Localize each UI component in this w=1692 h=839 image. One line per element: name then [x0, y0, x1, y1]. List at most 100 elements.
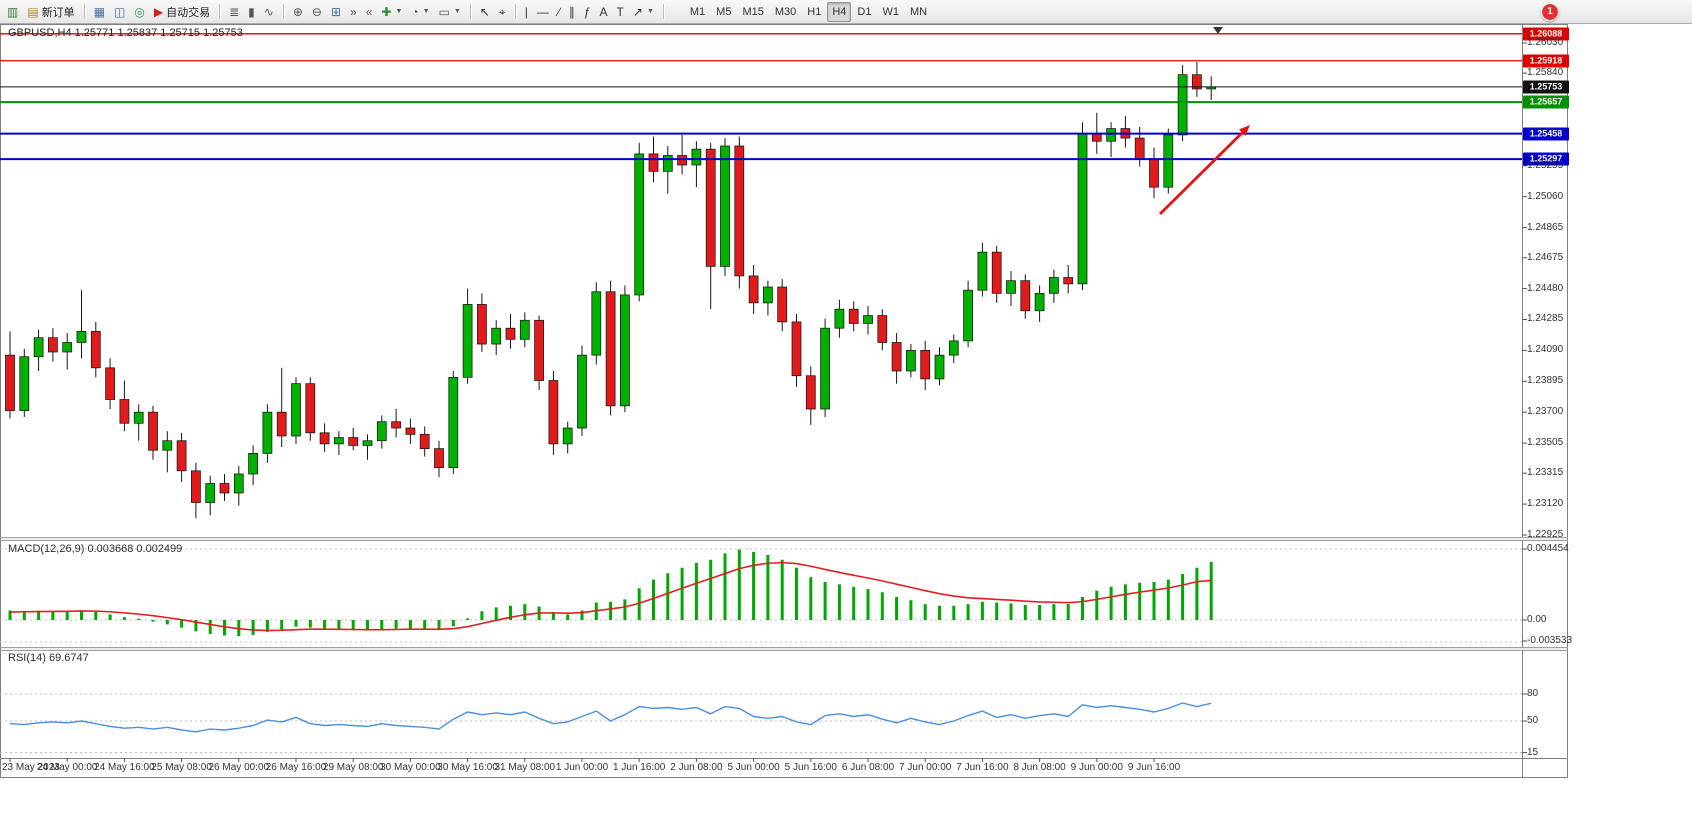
zoom-out-button[interactable]: ⊖	[308, 1, 326, 23]
time-label: 31 May 08:00	[494, 762, 556, 773]
price-tick: 1.26030	[1527, 37, 1564, 48]
fibonacci-button[interactable]: ƒ	[580, 1, 595, 23]
time-label: 2 Jun 08:00	[670, 762, 723, 773]
auto-trading-icon: ▶	[153, 4, 164, 19]
time-label: 8 Jun 08:00	[1013, 762, 1066, 773]
horizontal-line-icon: ―	[536, 4, 549, 19]
horizontal-line-button[interactable]: ―	[533, 1, 553, 23]
toolbar-separator	[219, 4, 221, 19]
auto-trading-label: 自动交易	[166, 6, 211, 19]
time-label: 1 Jun 16:00	[613, 762, 666, 773]
time-label: 30 May 16:00	[437, 762, 498, 773]
candlestick-chart-button[interactable]: ▮	[244, 1, 259, 23]
price-level-tag: 1.25918	[1523, 54, 1569, 68]
text-label-icon: T	[616, 4, 624, 19]
timeframe-m5-button[interactable]: M5	[716, 5, 732, 18]
timeframe-w1-button[interactable]: W1	[882, 5, 899, 18]
chevron-down-icon: ▼	[395, 8, 403, 15]
bar-chart-icon: ≣	[229, 4, 240, 19]
current-price-tag: 1.25753	[1523, 80, 1569, 94]
time-label: 7 Jun 16:00	[956, 762, 1009, 773]
price-tick: 1.23315	[1527, 467, 1564, 479]
new-order-icon: ▤	[27, 4, 39, 19]
price-tick: 1.23700	[1527, 406, 1564, 418]
crosshair-button[interactable]: ⌖	[495, 1, 510, 23]
price-tick: 1.24480	[1527, 282, 1564, 294]
price-tick: 1.24865	[1527, 221, 1564, 233]
toolbar-separator	[514, 4, 516, 19]
chart-shift-button[interactable]: «	[362, 1, 377, 23]
text-label-button[interactable]: T	[613, 1, 628, 23]
rsi-tick: 50	[1527, 715, 1539, 726]
time-label: 5 Jun 16:00	[784, 762, 837, 773]
periods-button[interactable]: ◔ ▼	[407, 1, 433, 23]
arrows-button[interactable]: ↗ ▼	[629, 1, 658, 23]
data-window-icon: ◫	[114, 4, 126, 19]
macd-tick: 0.004454	[1527, 543, 1569, 554]
macd-tick: 0.00	[1527, 614, 1547, 625]
rsi-tick: 15	[1527, 746, 1539, 758]
market-watch-icon: ▦	[93, 4, 106, 19]
chevron-down-icon: ▼	[422, 8, 430, 15]
market-watch-button[interactable]: ▦	[90, 1, 109, 23]
macd-tick: -0.003533	[1527, 635, 1573, 646]
tile-windows-button[interactable]: ⊞	[327, 1, 345, 23]
new-order-button[interactable]: ▤ 新订单	[23, 1, 78, 23]
price-tick: 1.24675	[1527, 251, 1564, 263]
new-chart-icon: ▥	[7, 4, 19, 19]
indicators-button[interactable]: ✚ ▼	[377, 1, 406, 23]
price-tick: 1.23895	[1527, 375, 1564, 387]
zoom-out-icon: ⊖	[311, 4, 322, 19]
price-tick: 1.22925	[1527, 528, 1564, 540]
toolbar-separator	[83, 4, 85, 19]
cursor-button[interactable]: ↖	[476, 1, 494, 23]
chart-shift-icon: «	[365, 4, 373, 19]
auto-trading-button[interactable]: ▶ 自动交易	[150, 1, 214, 23]
timeframe-m30-button[interactable]: M30	[774, 5, 797, 18]
chevron-down-icon: ▼	[453, 8, 461, 15]
vertical-line-icon: |	[524, 4, 528, 19]
timeframe-mn-button[interactable]: MN	[909, 5, 928, 18]
vertical-line-button[interactable]: |	[521, 1, 532, 23]
auto-scroll-icon: »	[350, 4, 357, 19]
zoom-in-button[interactable]: ⊕	[289, 1, 307, 23]
price-tick: 1.25255	[1527, 159, 1564, 171]
new-chart-button[interactable]: ▥	[3, 1, 22, 23]
line-chart-button[interactable]: ∿	[260, 1, 278, 23]
timeframe-h4-button[interactable]: H4	[827, 1, 852, 22]
time-label: 24 May 16:00	[94, 762, 155, 773]
timeframe-m15-button[interactable]: M15	[742, 5, 764, 18]
time-label: 7 Jun 00:00	[899, 762, 952, 773]
equidistant-channel-button[interactable]: ∥	[565, 1, 579, 23]
new-order-label: 新订单	[41, 6, 75, 19]
arrows-icon: ↗	[632, 4, 643, 19]
timeframe-d1-button[interactable]: D1	[857, 5, 872, 18]
timeframe-m1-button[interactable]: M1	[689, 5, 706, 18]
time-label: 26 May 00:00	[208, 762, 270, 773]
crosshair-icon: ⌖	[498, 4, 506, 19]
time-label: 9 Jun 00:00	[1070, 762, 1123, 773]
data-window-button[interactable]: ◫	[110, 1, 129, 23]
timeframe-group: M1 M5 M15 M30 H1 H4 D1 W1 MN	[685, 1, 932, 22]
navigator-button[interactable]: ◎	[130, 1, 148, 23]
notification-badge[interactable]: 1	[1541, 3, 1559, 21]
price-level-tag: 1.25458	[1523, 127, 1569, 141]
text-button[interactable]: A	[596, 1, 612, 23]
bar-chart-button[interactable]: ≣	[225, 1, 243, 23]
price-level-tag: 1.25657	[1523, 95, 1569, 109]
price-tick: 1.23505	[1527, 437, 1564, 449]
text-icon: A	[599, 4, 608, 19]
time-label: 5 Jun 00:00	[727, 762, 780, 773]
auto-scroll-button[interactable]: »	[346, 1, 361, 23]
price-level-tag: 1.26088	[1523, 27, 1569, 41]
trendline-button[interactable]: ∕	[554, 1, 564, 23]
templates-button[interactable]: ▭ ▼	[435, 1, 465, 23]
time-label: 29 May 08:00	[322, 762, 384, 773]
timeframe-h1-button[interactable]: H1	[807, 5, 822, 18]
navigator-icon: ◎	[134, 4, 145, 19]
time-label: 26 May 16:00	[265, 762, 327, 773]
time-label: 1 Jun 00:00	[555, 762, 609, 773]
rsi-title: RSI(14) 69.6747	[8, 652, 89, 664]
toolbar-separator	[282, 4, 284, 19]
time-label: 30 May 00:00	[380, 762, 441, 773]
